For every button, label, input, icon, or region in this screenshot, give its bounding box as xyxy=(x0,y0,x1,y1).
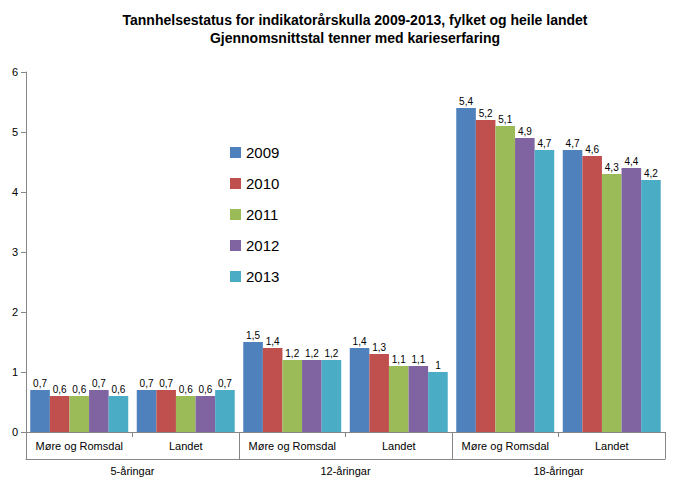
svg-text:1: 1 xyxy=(435,360,441,371)
svg-text:Landet: Landet xyxy=(382,440,416,452)
svg-text:4: 4 xyxy=(12,186,18,198)
svg-text:2010: 2010 xyxy=(246,175,279,192)
svg-text:Møre og Romsdal: Møre og Romsdal xyxy=(462,440,549,452)
svg-text:0,6: 0,6 xyxy=(53,384,67,395)
svg-text:5-åringar: 5-åringar xyxy=(110,465,154,477)
svg-text:4,6: 4,6 xyxy=(585,144,599,155)
svg-text:5,4: 5,4 xyxy=(459,96,473,107)
svg-text:0,6: 0,6 xyxy=(72,384,86,395)
svg-text:2012: 2012 xyxy=(246,237,279,254)
svg-text:0,6: 0,6 xyxy=(179,384,193,395)
svg-text:0,6: 0,6 xyxy=(111,384,125,395)
svg-text:5,2: 5,2 xyxy=(479,108,493,119)
svg-text:1: 1 xyxy=(12,366,18,378)
svg-text:2009: 2009 xyxy=(246,144,279,161)
svg-text:1,1: 1,1 xyxy=(392,354,406,365)
svg-text:12-åringar: 12-åringar xyxy=(320,465,370,477)
svg-text:0,7: 0,7 xyxy=(140,378,154,389)
svg-text:5: 5 xyxy=(12,126,18,138)
svg-text:1,4: 1,4 xyxy=(353,336,367,347)
svg-text:1,3: 1,3 xyxy=(372,342,386,353)
svg-text:1,1: 1,1 xyxy=(411,354,425,365)
svg-text:4,2: 4,2 xyxy=(644,168,658,179)
svg-text:Landet: Landet xyxy=(595,440,629,452)
svg-text:5,1: 5,1 xyxy=(498,114,512,125)
svg-text:4,9: 4,9 xyxy=(518,126,532,137)
svg-text:0: 0 xyxy=(12,426,18,438)
svg-text:Gjennomsnittstal tenner med ka: Gjennomsnittstal tenner med karieserfari… xyxy=(210,30,500,46)
svg-text:2: 2 xyxy=(12,306,18,318)
svg-text:6: 6 xyxy=(12,66,18,78)
svg-text:Tannhelsestatus for indikatorå: Tannhelsestatus for indikatorårskulla 20… xyxy=(122,12,587,28)
svg-text:0,6: 0,6 xyxy=(198,384,212,395)
svg-text:1,2: 1,2 xyxy=(305,348,319,359)
svg-text:0,7: 0,7 xyxy=(218,378,232,389)
svg-text:4,4: 4,4 xyxy=(624,156,638,167)
svg-text:0,7: 0,7 xyxy=(159,378,173,389)
svg-text:1,2: 1,2 xyxy=(324,348,338,359)
svg-text:1,5: 1,5 xyxy=(246,330,260,341)
svg-text:4,7: 4,7 xyxy=(537,138,551,149)
svg-text:0,7: 0,7 xyxy=(92,378,106,389)
svg-text:Møre og Romsdal: Møre og Romsdal xyxy=(249,440,336,452)
svg-text:2013: 2013 xyxy=(246,268,279,285)
svg-text:Møre og Romsdal: Møre og Romsdal xyxy=(36,440,123,452)
svg-text:4,3: 4,3 xyxy=(605,162,619,173)
svg-text:Landet: Landet xyxy=(169,440,203,452)
svg-text:0,7: 0,7 xyxy=(33,378,47,389)
svg-text:2011: 2011 xyxy=(246,206,278,223)
svg-text:1,2: 1,2 xyxy=(285,348,299,359)
svg-text:1,4: 1,4 xyxy=(266,336,280,347)
svg-text:3: 3 xyxy=(12,246,18,258)
svg-text:4,7: 4,7 xyxy=(566,138,580,149)
svg-text:18-åringar: 18-åringar xyxy=(533,465,583,477)
